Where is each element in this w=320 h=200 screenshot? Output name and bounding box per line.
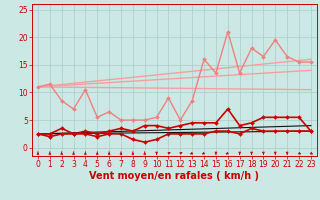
X-axis label: Vent moyen/en rafales ( km/h ): Vent moyen/en rafales ( km/h ) [89,171,260,181]
